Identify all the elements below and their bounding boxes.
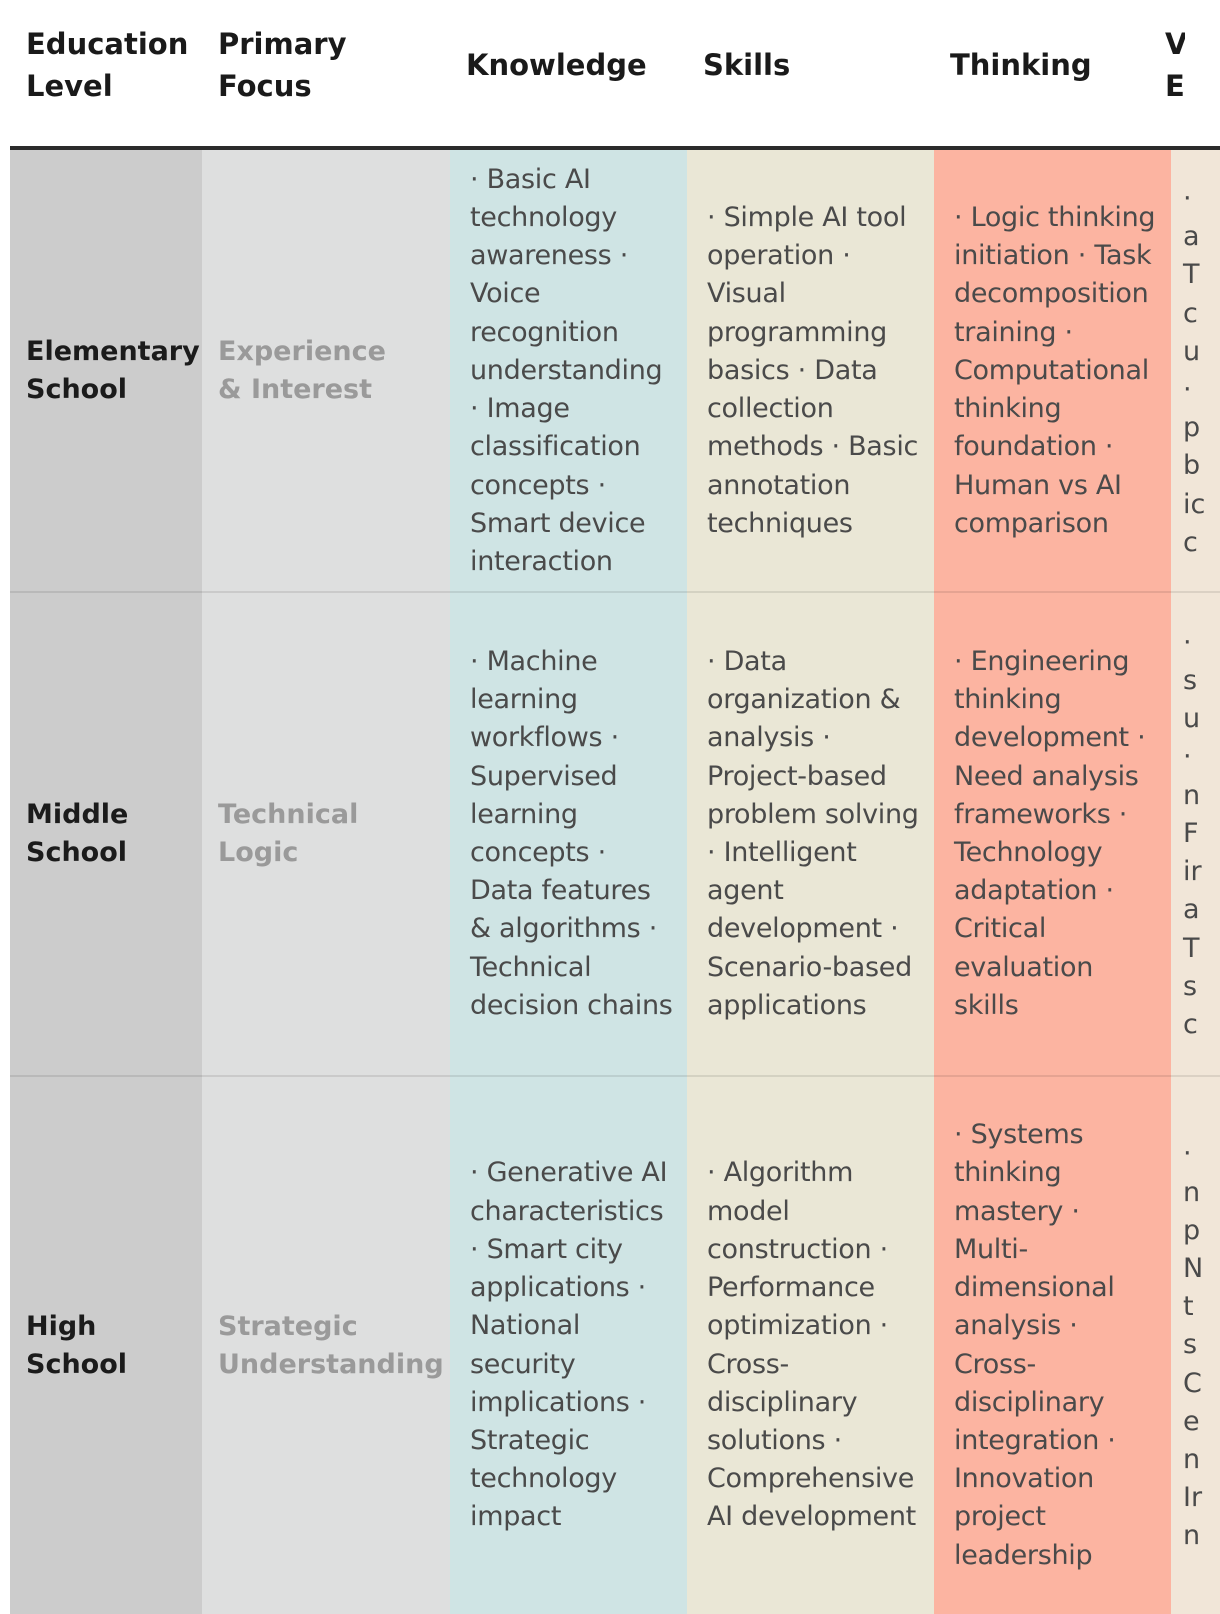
row-thinking-cell: · Engineering thinking development · Nee… [934,593,1171,1075]
row-knowledge-cell: · Machine learning workflows · Supervise… [450,593,687,1075]
skills-column-bg [687,150,934,1614]
row-level-text: Elementary School [26,336,200,405]
header-values-partial-text: V E [1165,27,1185,103]
row-values-text: · n p N t s C e n Ir n [1183,1138,1204,1552]
header-primary-focus-text: Primary Focus [218,27,347,103]
row-level-cell: High School [10,1077,202,1614]
row-skills-cell: · Algorithm model construction · Perform… [687,1077,934,1614]
header-education-level-text: Education Level [26,27,189,103]
row-focus-text: Experience & Interest [218,336,386,405]
row-thinking-text: · Systems thinking mastery · Multi-dimen… [954,1119,1116,1571]
header-thinking: Thinking [934,0,1171,130]
row-knowledge-text: · Basic AI technology awareness · Voice … [470,163,663,577]
row-level-text: High School [26,1310,128,1380]
row-values-cell: · n p N t s C e n Ir n [1171,1077,1220,1614]
row-thinking-cell: · Logic thinking initiation · Task decom… [934,150,1171,592]
row-thinking-cell: · Systems thinking mastery · Multi-dimen… [934,1077,1171,1614]
row-focus-text: Strategic Understanding [218,1310,444,1380]
row-thinking-text: · Engineering thinking development · Nee… [954,645,1146,1021]
row-knowledge-cell: · Generative AI characteristics · Smart … [450,1077,687,1614]
row-thinking-text: · Logic thinking initiation · Task decom… [954,202,1156,539]
row-focus-text: Technical Logic [218,799,359,868]
header-knowledge-text: Knowledge [466,48,647,82]
knowledge-column-bg [450,150,687,1614]
row-skills-cell: · Simple AI tool operation · Visual prog… [687,150,934,592]
row-skills-text: · Simple AI tool operation · Visual prog… [707,202,919,539]
row-values-text: · s u · n F ir a T s c [1183,626,1202,1040]
row-focus-cell: Experience & Interest [202,150,450,592]
table-header: Education Level Primary Focus Knowledge … [0,0,1220,148]
row-knowledge-text: · Generative AI characteristics · Smart … [470,1157,668,1533]
focus-column-bg [202,150,450,1614]
row-level-text: Middle School [26,799,129,868]
row-knowledge-cell: · Basic AI technology awareness · Voice … [450,150,687,592]
header-skills-text: Skills [703,48,791,82]
row-skills-text: · Data organization & analysis · Project… [707,645,919,1021]
row-divider [10,591,1220,593]
header-skills: Skills [687,0,934,130]
row-values-text: · a T c u · p b ic c [1183,182,1206,558]
thinking-column-bg [934,150,1171,1614]
row-divider [10,1075,1220,1077]
values-column-bg [1171,150,1220,1614]
header-values-partial: V E [1165,0,1220,130]
row-focus-cell: Strategic Understanding [202,1077,450,1614]
row-knowledge-text: · Machine learning workflows · Supervise… [470,645,673,1021]
header-divider [10,146,1220,150]
row-skills-text: · Algorithm model construction · Perform… [707,1157,916,1533]
row-skills-cell: · Data organization & analysis · Project… [687,593,934,1075]
row-values-cell: · a T c u · p b ic c [1171,150,1220,592]
row-values-cell: · s u · n F ir a T s c [1171,593,1220,1075]
header-knowledge: Knowledge [450,0,687,130]
row-level-cell: Middle School [10,593,202,1075]
level-column-bg [10,150,202,1614]
row-level-cell: Elementary School [10,150,202,592]
row-focus-cell: Technical Logic [202,593,450,1075]
header-primary-focus: Primary Focus [202,0,450,130]
header-education-level: Education Level [10,0,210,130]
header-thinking-text: Thinking [950,48,1092,82]
